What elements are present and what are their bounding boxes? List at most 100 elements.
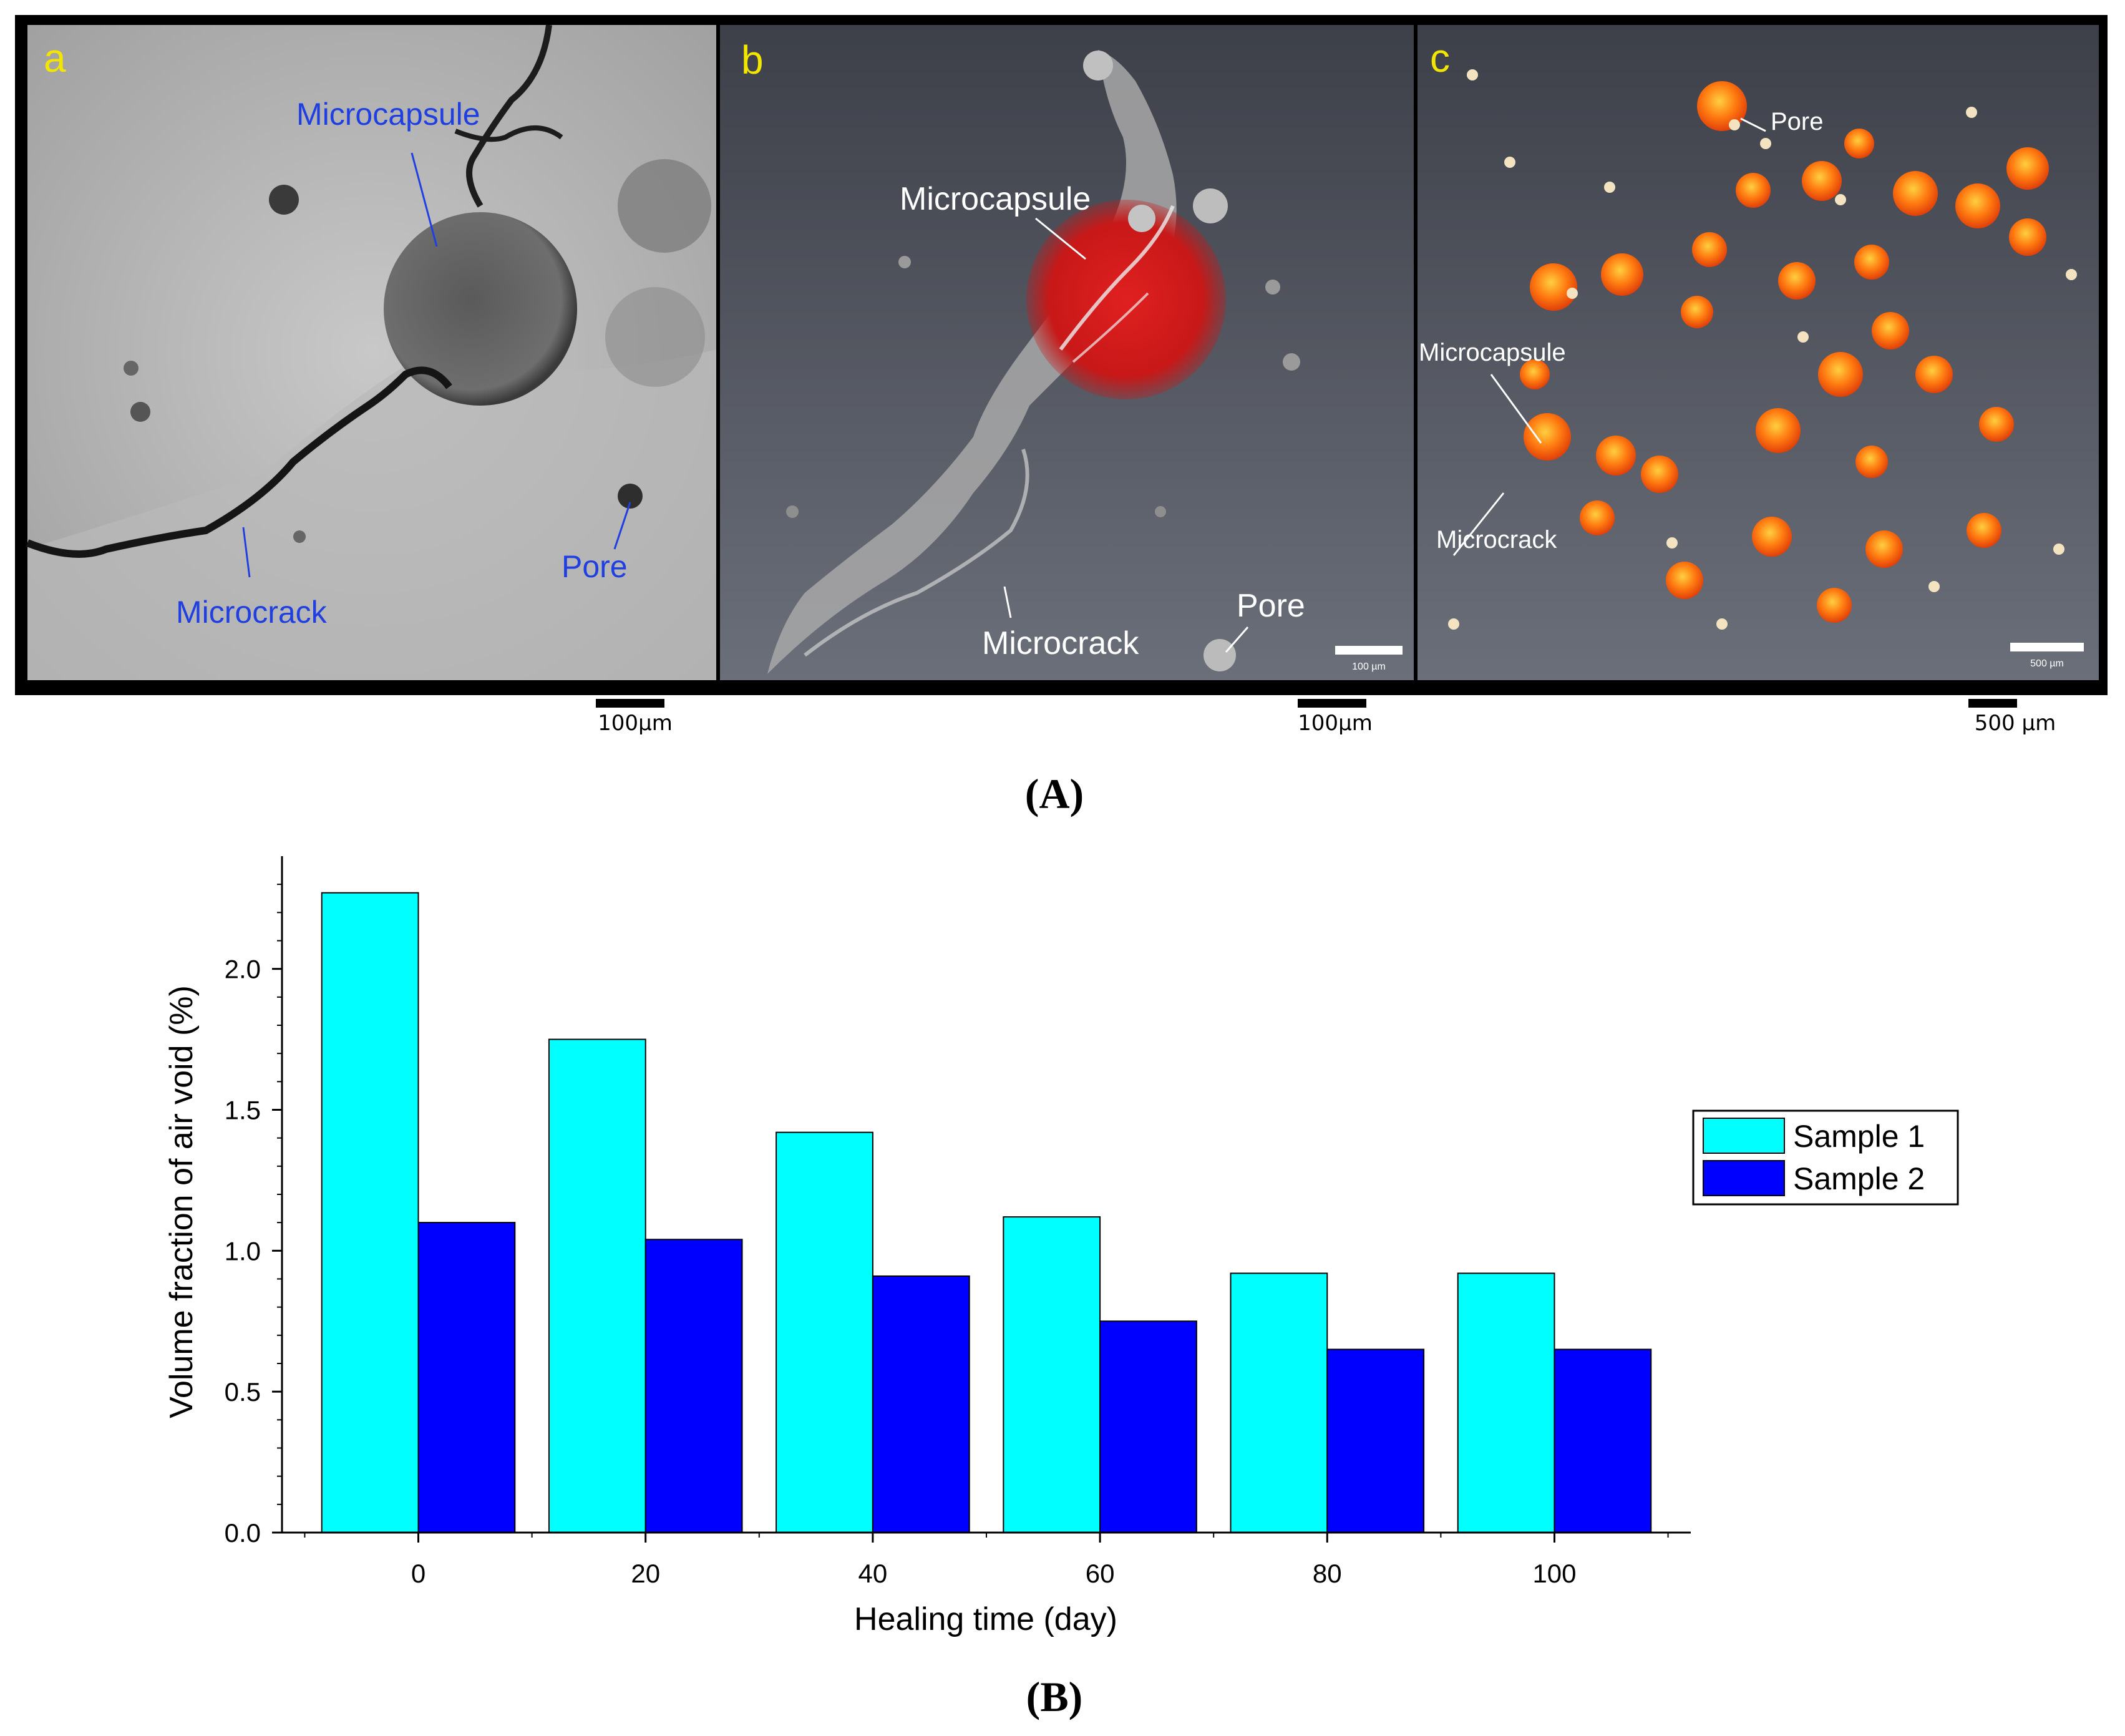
microcapsule-blob [1865,530,1903,568]
figure-caption-a: (A) [1025,770,1084,817]
pore-dot [2066,269,2077,280]
bar-sample-2-day-80 [1326,1348,1425,1534]
figure-b-chart: 0.0 0.5 1.0 1.5 2.0 0 20 40 60 80 100 Healing tim… [163,856,1959,1720]
microcapsule-blob [1915,356,1953,393]
microcapsule-blob [1844,129,1874,158]
pore-dot [1928,581,1940,592]
microcapsule-label: Microcapsule [1419,339,1566,366]
scalebar-label: 100μm [598,711,673,736]
pore-dot [1760,138,1771,149]
legend-label-sample-1: Sample 1 [1793,1119,1925,1154]
scalebar-label: 100μm [1298,711,1373,736]
pore-dot [1604,182,1615,193]
scalebar-b: 100μm [1298,699,1373,736]
microcapsule-blob [2009,218,2046,256]
x-tick-label: 40 [858,1559,888,1588]
y-axis-ticks: 0.0 0.5 1.0 1.5 2.0 [225,884,282,1548]
microcapsule-blob [1697,81,1747,131]
microcapsule-blob [1736,173,1771,208]
microcapsule-blob [1778,262,1816,300]
panel-letter: c [1430,36,1450,80]
panel-c: 500 µm c Pore Microcapsule Microcrack [1417,25,2099,680]
x-axis-ticks: 0 20 40 60 80 100 [304,1533,1669,1588]
pore-dot [618,484,643,509]
scalebar-c: 500 μm [1968,699,2056,736]
y-axis-title: Volume fraction of air void (%) [163,985,200,1418]
pore-dot [1467,69,1478,80]
pore-label: Pore [562,549,628,584]
microcapsule-blob [1601,253,1643,296]
panel-a: a Microcapsule Microcrack Pore [26,24,716,680]
microcrack-label: Microcrack [1436,526,1557,553]
microcapsule-blob [1818,352,1863,397]
x-tick-label: 80 [1313,1559,1342,1588]
microcapsule-blob [1692,232,1727,267]
y-tick-label: 1.5 [225,1096,261,1125]
microcapsule-shape [384,212,577,406]
inner-scalebar-label: 100 µm [1352,661,1386,672]
microcapsule-blob [1979,407,2014,442]
bar-sample-2-day-20 [644,1239,743,1533]
bar-sample-2-day-60 [1099,1320,1197,1533]
microcapsule-blob [2006,147,2049,190]
pore-dot [1797,331,1809,343]
pore-dot [1966,107,1977,118]
bar-sample-1-day-0 [321,892,419,1533]
microcapsule-blob [1854,245,1889,280]
y-tick-label: 2.0 [225,955,261,984]
microcrack-label: Microcrack [176,595,328,630]
bar-sample-1-day-80 [1230,1272,1328,1533]
y-tick-label: 1.0 [225,1236,261,1265]
pore-label: Pore [1237,588,1305,624]
microcapsule-blob [1666,562,1703,599]
pore-dot [1567,288,1578,299]
microcapsule-blob [1855,446,1888,478]
pore-dot [2053,544,2064,555]
microcrack-shape [767,50,1177,674]
scalebar-a: 100μm [596,699,673,736]
microcrack-line [26,366,452,558]
y-tick-label: 0.0 [225,1518,261,1548]
bar-sample-1-day-40 [776,1131,873,1533]
legend-label-sample-2: Sample 2 [1793,1161,1925,1196]
microcapsule-blob [1681,296,1713,328]
microcapsule-blob [1967,513,2001,548]
panel-letter: b [741,37,764,82]
microcapsule-blob [1580,500,1615,535]
pore-dot [1204,639,1236,671]
pore-dot [1666,537,1678,549]
bar-sample-1-day-100 [1457,1272,1555,1533]
bars [321,892,1652,1534]
figure-caption-b: (B) [1026,1673,1083,1720]
panel-b: 100 µm b Microcapsule Microcrack Pore [720,25,1414,680]
microcapsule-blob [1955,183,2000,228]
microcapsule-shape [1026,200,1226,399]
scalebar-label: 500 μm [1975,711,2056,736]
legend-swatch-sample-1 [1703,1118,1785,1154]
x-tick-label: 60 [1086,1559,1115,1588]
microcapsule-blob [1641,456,1678,493]
bar-sample-2-day-0 [417,1222,516,1534]
panel-letter: a [44,36,66,80]
microcapsule-blob [1524,413,1571,461]
microcapsule-blob [1802,161,1842,201]
microcapsule-cluster [1448,69,2077,630]
pore-dot [1716,618,1728,630]
pore-dot [269,185,299,215]
x-tick-label: 0 [411,1559,425,1588]
pore-dot [1504,157,1515,168]
inner-scalebar-label: 500 µm [2030,658,2064,669]
microcapsule-blob [1756,408,1801,453]
microcapsule-label: Microcapsule [900,181,1091,217]
pore-label: Pore [1771,108,1824,135]
pore-dot [1729,119,1740,130]
x-tick-label: 20 [631,1559,660,1588]
microcapsule-blob [1752,517,1792,557]
x-axis-title: Healing time (day) [854,1601,1117,1637]
microcapsule-blob [1520,359,1550,389]
x-tick-label: 100 [1532,1559,1576,1588]
microcapsule-blob [1872,312,1909,349]
legend: Sample 1 Sample 2 [1692,1109,1959,1206]
microcapsule-blob [1893,171,1938,216]
y-tick-label: 0.5 [225,1377,261,1407]
